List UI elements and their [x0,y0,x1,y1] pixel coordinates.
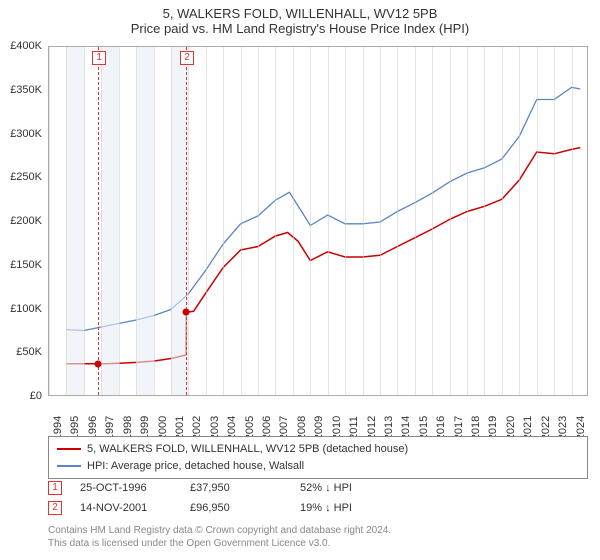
footer-line-1: Contains HM Land Registry data © Crown c… [48,524,391,537]
chart-title: 5, WALKERS FOLD, WILLENHALL, WV12 5PB [0,0,600,21]
event-marker-1: 1 [92,51,106,65]
event-marker-2: 2 [180,51,194,65]
line-series [49,47,589,397]
event-row: 214-NOV-2001£96,95019% ↓ HPI [48,498,410,518]
chart-subtitle: Price paid vs. HM Land Registry's House … [0,21,600,40]
footer-attribution: Contains HM Land Registry data © Crown c… [48,524,391,550]
event-table: 125-OCT-1996£37,95052% ↓ HPI214-NOV-2001… [48,478,410,518]
legend-item: 5, WALKERS FOLD, WILLENHALL, WV12 5PB (d… [57,441,579,458]
footer-line-2: This data is licensed under the Open Gov… [48,537,391,550]
chart-container: { "title_line1": "5, WALKERS FOLD, WILLE… [0,0,600,560]
plot-area: 12 [48,46,588,396]
event-row: 125-OCT-1996£37,95052% ↓ HPI [48,478,410,498]
legend-item: HPI: Average price, detached house, Wals… [57,458,579,475]
legend: 5, WALKERS FOLD, WILLENHALL, WV12 5PB (d… [48,436,588,479]
